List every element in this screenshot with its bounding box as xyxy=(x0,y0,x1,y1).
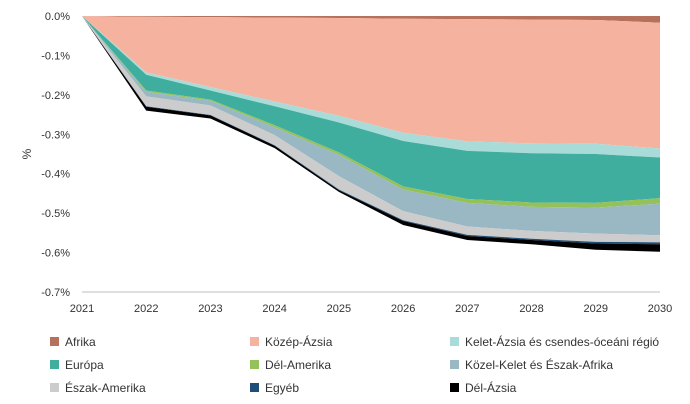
x-tick-label: 2025 xyxy=(327,303,351,315)
chart-canvas: 0.0%-0.1%-0.2%-0.3%-0.4%-0.5%-0.6%-0.7%2… xyxy=(20,11,672,315)
y-axis-title: % xyxy=(20,148,34,159)
area-afrika xyxy=(82,16,660,23)
legend-item-eszak-amerika: Észak-Amerika xyxy=(50,381,250,395)
legend-row: Európa Dél-Amerika Közel-Kelet és Észak-Af… xyxy=(50,353,670,376)
area-layers xyxy=(82,16,660,252)
x-tick-label: 2023 xyxy=(198,303,222,315)
y-tick-label: -0.7% xyxy=(41,287,70,299)
x-tick-label: 2022 xyxy=(134,303,158,315)
legend-label: Észak-Amerika xyxy=(65,380,146,395)
legend-item-kozep-azsia: Közép-Ázsia xyxy=(250,335,450,349)
legend-item-kelet-azsia-es-csendes-oceani-regio: Kelet-Ázsia és csendes-óceáni régió xyxy=(450,335,670,349)
area-europa xyxy=(82,16,660,203)
x-tick-label: 2028 xyxy=(519,303,543,315)
legend-item-europa: Európa xyxy=(50,358,250,372)
y-tick-label: -0.2% xyxy=(41,90,70,102)
y-tick-label: -0.6% xyxy=(41,248,70,260)
x-tick-label: 2027 xyxy=(455,303,479,315)
y-tick-label: -0.4% xyxy=(41,169,70,181)
y-tick-label: -0.5% xyxy=(41,208,70,220)
legend-swatch xyxy=(50,360,59,369)
legend-label: Afrika xyxy=(65,334,96,349)
x-tick-label: 2021 xyxy=(70,303,94,315)
legend-label: Dél-Amerika xyxy=(265,357,332,372)
x-tick-label: 2030 xyxy=(648,303,672,315)
legend-label: Európa xyxy=(65,357,104,372)
y-tick-label: 0.0% xyxy=(45,11,70,23)
area-eszak-amerika xyxy=(82,16,660,243)
legend-label: Kelet-Ázsia és csendes-óceáni régió xyxy=(465,334,660,349)
x-tick-label: 2024 xyxy=(262,303,286,315)
y-tick-label: -0.3% xyxy=(41,129,70,141)
legend-item-del-amerika: Dél-Amerika xyxy=(250,358,450,372)
legend-label: Dél-Ázsia xyxy=(465,380,517,395)
legend-item-kozel-kelet-es-eszak-afrika: Közel-Kelet és Észak-Afrika xyxy=(450,358,670,372)
x-tick-label: 2029 xyxy=(584,303,608,315)
legend-label: Közép-Ázsia xyxy=(265,334,333,349)
legend-swatch xyxy=(50,383,59,392)
legend-swatch xyxy=(250,383,259,392)
legend-item-del-azsia: Dél-Ázsia xyxy=(450,381,670,395)
legend-swatch xyxy=(450,337,459,346)
legend-swatch xyxy=(450,383,459,392)
legend-label: Közel-Kelet és Észak-Afrika xyxy=(465,357,614,372)
axes: 0.0%-0.1%-0.2%-0.3%-0.4%-0.5%-0.6%-0.7%2… xyxy=(41,11,672,315)
legend-row: Észak-Amerika Egyéb Dél-Ázsia xyxy=(50,376,670,399)
area-kozel-kelet-es-eszak-afrika xyxy=(82,16,660,236)
y-tick-label: -0.1% xyxy=(41,50,70,62)
legend-label: Egyéb xyxy=(265,380,300,395)
legend-swatch xyxy=(250,337,259,346)
legend-swatch xyxy=(50,337,59,346)
area-kozep-azsia xyxy=(82,16,660,149)
legend-item-egyeb: Egyéb xyxy=(250,381,450,395)
legend: Afrika Közép-Ázsia Kelet-Ázsia és csendes-… xyxy=(50,330,670,399)
x-tick-label: 2026 xyxy=(391,303,415,315)
legend-row: Afrika Közép-Ázsia Kelet-Ázsia és csendes-… xyxy=(50,330,670,353)
legend-item-afrika: Afrika xyxy=(50,335,250,349)
legend-swatch xyxy=(450,360,459,369)
area-kelet-azsia-es-csendes-oceani-regio xyxy=(82,16,660,158)
legend-swatch xyxy=(250,360,259,369)
